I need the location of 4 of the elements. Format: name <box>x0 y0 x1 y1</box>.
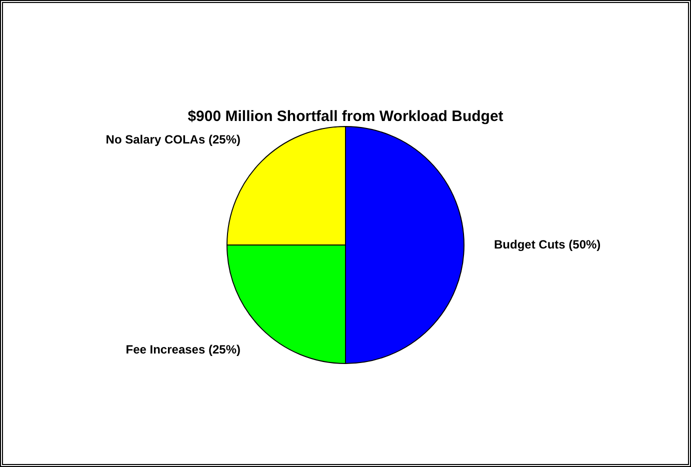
slice-label: Fee Increases (25%) <box>126 342 240 356</box>
chart-title: $900 Million Shortfall from Workload Budget <box>188 108 504 126</box>
slice-label: Budget Cuts (50%) <box>494 237 601 252</box>
slice-label: No Salary COLAs (25%) <box>106 132 240 146</box>
